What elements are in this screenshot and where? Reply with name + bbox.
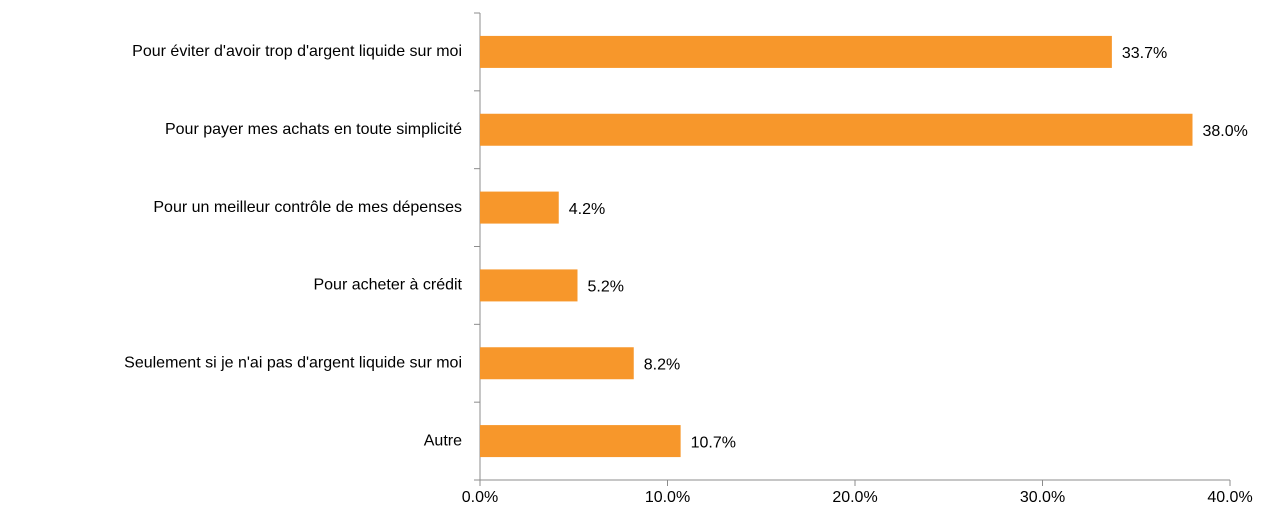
bar <box>480 113 1193 146</box>
y-tick-label: Seulement si je n'ai pas d'argent liquid… <box>124 354 462 371</box>
data-label: 4.2% <box>569 201 605 218</box>
bar <box>480 347 634 380</box>
x-tick-label: 30.0% <box>1020 489 1065 506</box>
bar <box>480 35 1112 68</box>
data-label: 5.2% <box>588 279 624 296</box>
x-tick-label: 40.0% <box>1207 489 1252 506</box>
y-tick-label: Pour un meilleur contrôle de mes dépense… <box>153 199 462 216</box>
y-tick-label: Pour acheter à crédit <box>313 277 462 294</box>
data-label: 38.0% <box>1203 123 1248 140</box>
data-label: 33.7% <box>1122 45 1167 62</box>
y-tick-label: Pour éviter d'avoir trop d'argent liquid… <box>132 43 462 60</box>
bar <box>480 269 578 302</box>
data-label: 10.7% <box>691 434 736 451</box>
data-label: 8.2% <box>644 356 680 373</box>
y-tick-label: Pour payer mes achats en toute simplicit… <box>165 121 462 138</box>
bar <box>480 191 559 224</box>
x-tick-label: 0.0% <box>462 489 498 506</box>
y-tick-label: Autre <box>424 432 462 449</box>
bar <box>480 425 681 458</box>
x-tick-label: 20.0% <box>832 489 877 506</box>
x-tick-label: 10.0% <box>645 489 690 506</box>
